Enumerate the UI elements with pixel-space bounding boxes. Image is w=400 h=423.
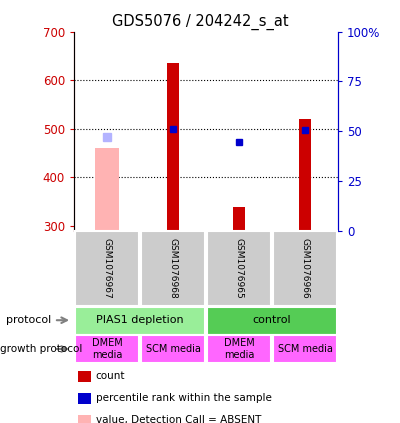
Text: growth protocol: growth protocol <box>0 344 82 354</box>
Text: GSM1076965: GSM1076965 <box>234 238 244 299</box>
Text: control: control <box>253 315 291 325</box>
Text: SCM media: SCM media <box>146 344 200 354</box>
Text: value, Detection Call = ABSENT: value, Detection Call = ABSENT <box>96 415 261 423</box>
Text: SCM media: SCM media <box>278 344 332 354</box>
Bar <box>167 63 179 231</box>
Text: GDS5076 / 204242_s_at: GDS5076 / 204242_s_at <box>112 14 288 30</box>
Text: GSM1076966: GSM1076966 <box>300 238 310 299</box>
Text: GSM1076968: GSM1076968 <box>168 238 178 299</box>
Text: GSM1076967: GSM1076967 <box>102 238 112 299</box>
Text: DMEM
media: DMEM media <box>224 338 254 360</box>
Text: percentile rank within the sample: percentile rank within the sample <box>96 393 272 404</box>
Text: PIAS1 depletion: PIAS1 depletion <box>96 315 184 325</box>
Bar <box>299 119 311 231</box>
Text: count: count <box>96 371 125 382</box>
Text: DMEM
media: DMEM media <box>92 338 122 360</box>
Bar <box>233 207 245 231</box>
Bar <box>96 148 118 231</box>
Text: protocol: protocol <box>6 315 51 325</box>
